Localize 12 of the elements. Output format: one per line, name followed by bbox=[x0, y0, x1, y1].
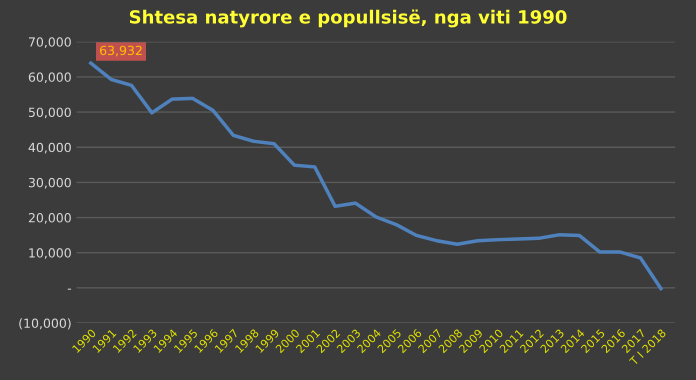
y-tick-label: - bbox=[68, 288, 72, 290]
line-series bbox=[89, 61, 663, 290]
y-tick-label: 20,000 bbox=[28, 213, 71, 224]
y-tick-label: (10,000) bbox=[19, 318, 71, 330]
y-tick-label: 40,000 bbox=[28, 142, 71, 154]
y-tick-label: 10,000 bbox=[29, 248, 71, 259]
y-tick-label: 60,000 bbox=[28, 72, 71, 84]
y-tick-label: 50,000 bbox=[28, 108, 71, 118]
y-tick-label: 30,000 bbox=[28, 178, 71, 189]
data-label: 63,932 bbox=[100, 46, 142, 56]
y-tick-label: 70,000 bbox=[28, 37, 71, 48]
chart-title: Shtesa natyrore e popullsisë, nga viti 1990 bbox=[130, 10, 567, 28]
